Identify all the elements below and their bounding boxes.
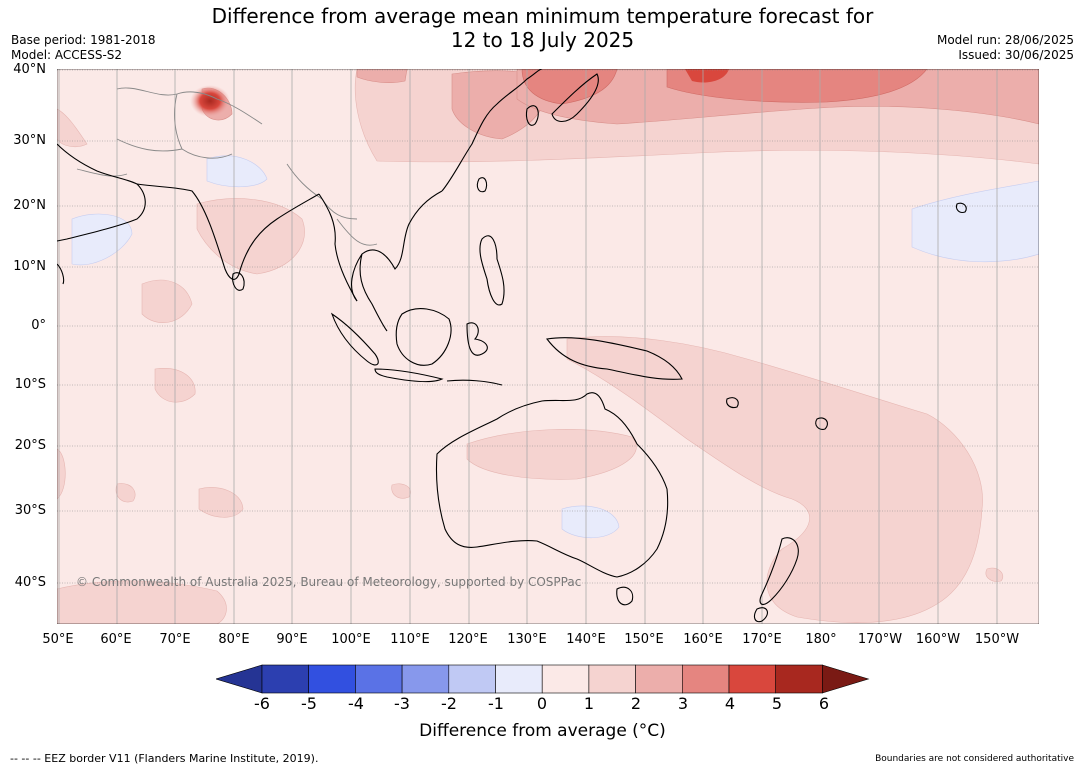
colorbar-tick-4: 4 (724, 694, 736, 713)
lon-label-110e: 110°E (390, 632, 430, 647)
colorbar-swatch (308, 664, 356, 694)
meta-left: Base period: 1981-2018 Model: ACCESS-S2 (11, 33, 156, 63)
coastlines (57, 69, 967, 623)
colorbar-tick-minus4: -4 (348, 694, 364, 713)
lat-label-20s: 20°S (14, 438, 46, 453)
colorbar (216, 664, 870, 694)
colorbar-tick-1: 1 (583, 694, 595, 713)
colorbar-swatch (261, 664, 310, 694)
anomaly-3-to-4 (521, 69, 928, 105)
colorbar-extend-high (822, 664, 870, 694)
lat-label-40n: 40°N (13, 62, 46, 77)
lat-label-40s: 40°S (14, 575, 46, 590)
lon-label-150e: 150°E (624, 632, 664, 647)
colorbar-swatch (495, 664, 543, 694)
lat-label-30s: 30°S (14, 503, 46, 518)
lon-label-170w: 170°W (857, 632, 903, 647)
colorbar-swatch (635, 664, 683, 694)
latitude-gridlines (57, 69, 1039, 584)
colorbar-swatch (681, 664, 730, 694)
lon-label-180: 180° (805, 632, 837, 647)
temperature-anomaly-map (57, 69, 1039, 624)
colorbar-swatch (401, 664, 450, 694)
eez-legend-text: -- -- -- EEZ border V11 (Flanders Marine… (10, 752, 319, 765)
colorbar-tick-0: 0 (536, 694, 548, 713)
colorbar-swatch (588, 664, 636, 694)
map-title: Difference from average mean minimum tem… (0, 4, 1085, 52)
colorbar-swatch (355, 664, 403, 694)
colorbar-tick-minus2: -2 (441, 694, 457, 713)
meta-right: Model run: 28/06/2025 Issued: 30/06/2025 (937, 33, 1074, 63)
lon-label-100e: 100°E (331, 632, 371, 647)
title-line-1: Difference from average mean minimum tem… (211, 4, 874, 28)
lat-label-10s: 10°S (14, 377, 46, 392)
lon-label-120e: 120°E (448, 632, 488, 647)
colorbar-tick-minus5: -5 (301, 694, 317, 713)
issued-text: Issued: 30/06/2025 (958, 48, 1074, 62)
colorbar-label: Difference from average (°C) (419, 721, 666, 741)
disclaimer-text: Boundaries are not considered authoritat… (875, 754, 1074, 764)
copyright-notice: © Commonwealth of Australia 2025, Bureau… (76, 575, 582, 589)
colorbar-tick-minus1: -1 (488, 694, 504, 713)
model-text: Model: ACCESS-S2 (11, 48, 123, 62)
lat-label-30n: 30°N (13, 133, 46, 148)
lon-label-150w: 150°W (974, 632, 1020, 647)
anomaly-hotspot (190, 85, 230, 117)
colorbar-tick-2: 2 (630, 694, 642, 713)
lon-label-160w: 160°W (915, 632, 961, 647)
colorbar-tick-5: 5 (771, 694, 783, 713)
lon-label-130e: 130°E (507, 632, 547, 647)
model-run-text: Model run: 28/06/2025 (936, 33, 1074, 47)
lat-label-10n: 10°N (13, 259, 46, 274)
colorbar-tick-minus3: -3 (394, 694, 410, 713)
lat-label-0: 0° (31, 318, 46, 333)
colorbar-swatches (216, 664, 870, 694)
lon-label-50e: 50°E (42, 632, 74, 647)
colorbar-swatch (775, 664, 823, 694)
anomaly-4-to-5 (685, 69, 729, 83)
base-period-text: Base period: 1981-2018 (11, 33, 156, 47)
lon-label-60e: 60°E (100, 632, 132, 647)
colorbar-tick-6: 6 (818, 694, 830, 713)
colorbar-swatch (448, 664, 496, 694)
colorbar-extend-low (216, 664, 263, 694)
lon-label-70e: 70°E (159, 632, 191, 647)
country-borders (76, 87, 378, 246)
lon-label-140e: 140°E (566, 632, 606, 647)
colorbar-swatch (541, 664, 590, 694)
lon-label-80e: 80°E (218, 632, 250, 647)
lat-label-20n: 20°N (13, 198, 46, 213)
title-line-2: 12 to 18 July 2025 (450, 28, 635, 52)
colorbar-tick-3: 3 (677, 694, 689, 713)
lon-label-160e: 160°E (683, 632, 723, 647)
longitude-gridlines (58, 69, 998, 624)
colorbar-swatch (728, 664, 777, 694)
colorbar-tick-minus6: -6 (254, 694, 270, 713)
lon-label-90e: 90°E (276, 632, 308, 647)
lon-label-170e: 170°E (742, 632, 782, 647)
